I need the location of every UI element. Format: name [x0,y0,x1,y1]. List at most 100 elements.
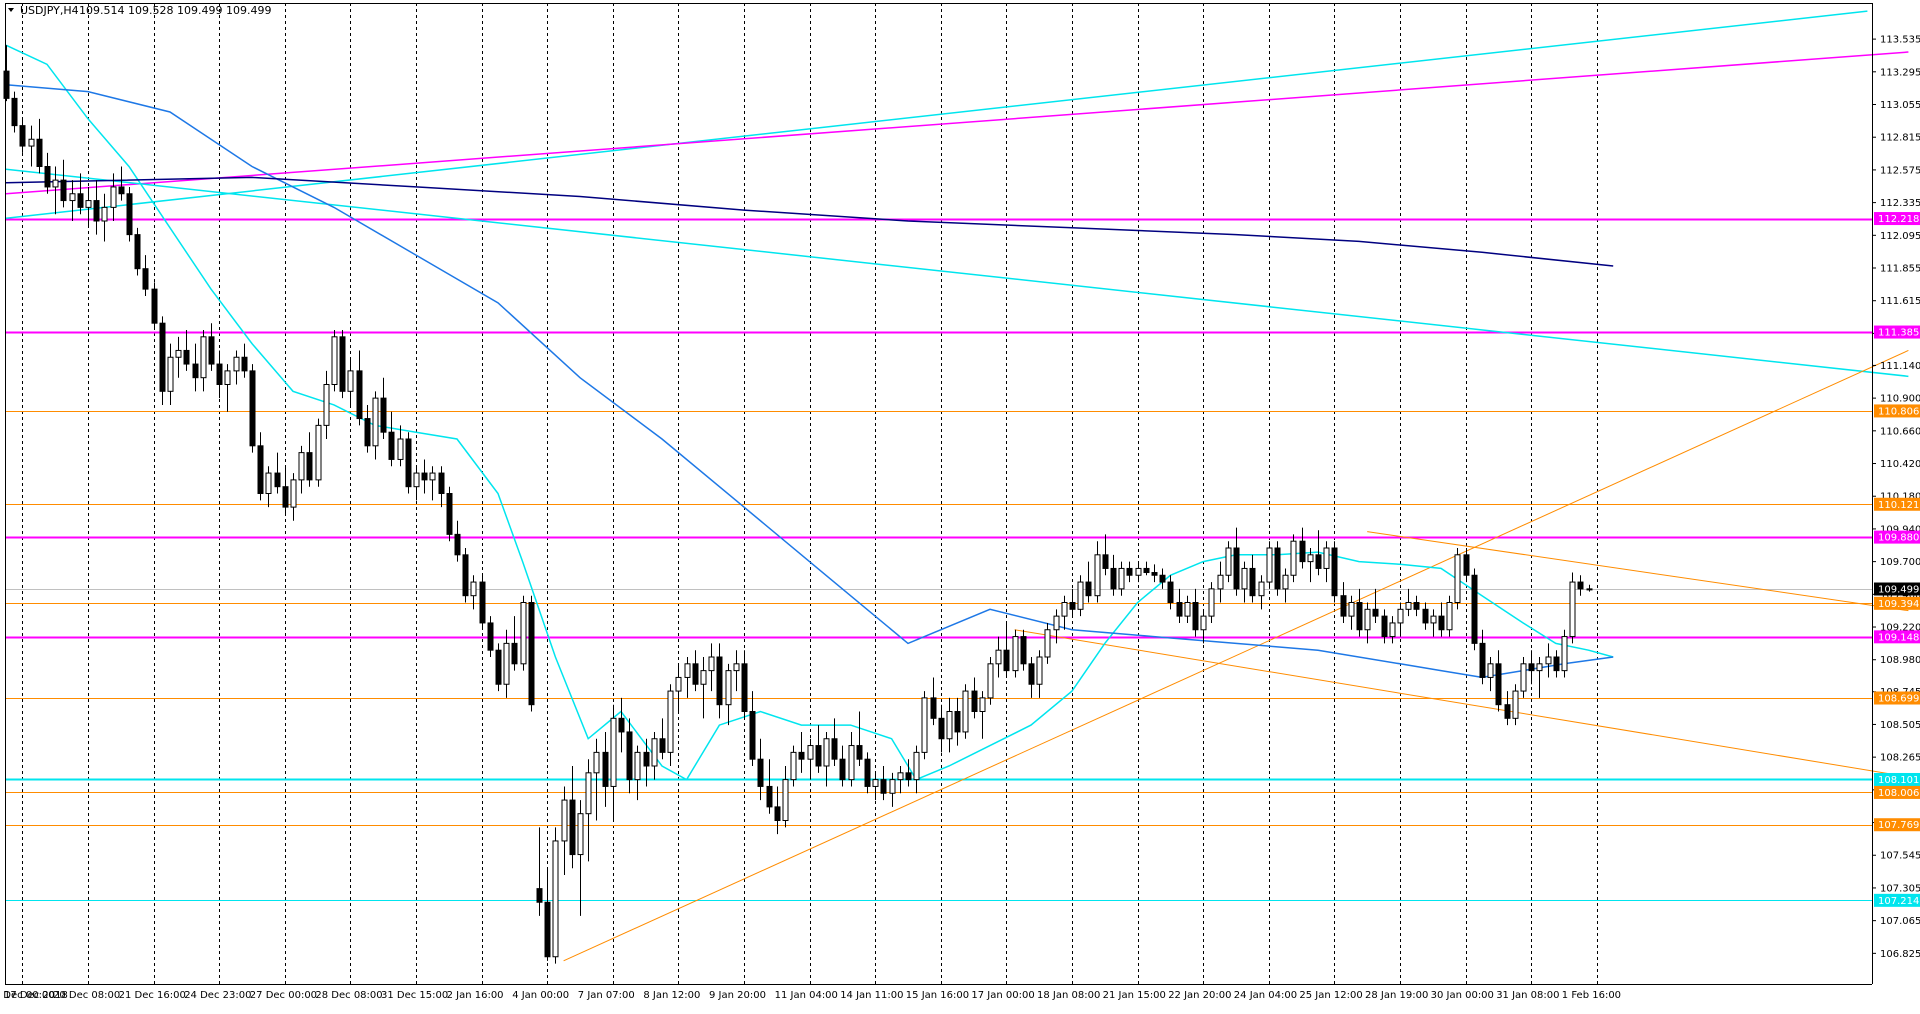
candle-body [323,384,330,426]
candle-body [979,697,986,712]
candle [585,759,592,862]
candle-body [561,799,568,842]
candle-body [44,166,51,188]
candle-body [462,554,469,597]
candle [889,772,896,807]
candle-body [388,431,395,460]
dropdown-triangle-icon[interactable] [8,8,14,12]
candle-body [954,711,961,733]
candle [733,650,740,692]
candle-body [315,424,322,481]
trendline [563,349,1909,962]
candle [446,486,453,542]
candle-body [364,418,371,447]
candle [462,548,469,603]
candle [1044,622,1051,664]
candle-body [643,751,650,767]
candle [528,595,535,712]
candle-body [856,745,863,760]
candle-body [36,138,43,167]
candle-body [1545,656,1552,665]
candle [839,745,846,787]
candle [1372,588,1379,623]
candle [192,343,199,392]
candle [1512,684,1519,726]
candle [479,575,486,630]
candle [971,677,978,719]
candle [224,364,231,412]
price-label-text: 110.806 [1878,406,1919,417]
y-tick-label: 110.660 [1880,426,1920,437]
price-label-text: 111.385 [1878,328,1919,339]
candle [1225,541,1232,583]
candle-body [1208,588,1215,617]
candle-body [1299,540,1306,563]
trendlines [5,10,1909,962]
candle [1143,561,1150,576]
candle-body [1061,602,1068,617]
candle [1479,629,1486,685]
candle-body [1217,574,1224,590]
candle [1012,629,1019,678]
x-tick-label: 21 Dec 16:00 [119,990,186,1001]
candle [397,425,404,467]
price-label-text: 109.148 [1878,632,1919,643]
candle-body [675,676,682,692]
candle-body [446,493,453,535]
candle-body [1110,567,1117,590]
price-label-text: 107.769 [1878,820,1919,831]
x-tick-label: 20 Dec 08:00 [53,990,120,1001]
y-tick-label: 107.545 [1880,851,1920,862]
candle [1094,541,1101,603]
candle-body [429,472,436,481]
candle-body [569,799,576,856]
candle-body [28,138,35,147]
candle [921,691,928,760]
candle-body [1020,636,1027,665]
candle-body [142,268,149,290]
candle [1454,548,1461,610]
candle-body [1126,567,1133,576]
candle [552,827,559,964]
candle-body [216,363,223,385]
candle-body [1200,615,1207,631]
candle-body [1356,602,1363,631]
candle-body [741,663,748,712]
y-tick-label: 109.700 [1880,557,1920,568]
candle [356,350,363,426]
x-tick-label: 18 Jan 08:00 [1037,990,1100,1001]
candle [864,752,871,794]
candle-body [151,288,158,324]
candle-body [1143,567,1150,574]
candle [544,868,551,961]
candle-body [1438,615,1445,631]
candle-body [585,772,592,815]
candle-body [413,472,420,488]
trendline [5,168,1909,378]
candle [413,466,420,501]
candle-body [1422,608,1429,624]
candle [1217,561,1224,603]
price-label-text: 110.121 [1878,500,1919,511]
candle-body [265,472,272,494]
candle-body [1323,547,1330,569]
candle [257,432,264,501]
candle-body [1405,602,1412,610]
candle-body [1512,690,1519,719]
candle [708,643,715,692]
x-tick-label: 14 Jan 11:00 [840,990,903,1001]
candle-body [1454,554,1461,603]
candle [134,227,141,276]
candle [1553,650,1560,678]
moving-average-line [5,176,1614,267]
candle-body [1348,602,1355,617]
ohlc-label: 109.514 109.528 109.499 109.499 [79,4,271,17]
candle-body [1520,663,1527,692]
candle [241,343,248,378]
candle-body [298,452,305,481]
candle-body [421,472,428,481]
candle [19,118,26,153]
candle [429,466,436,501]
candle [1495,650,1502,712]
